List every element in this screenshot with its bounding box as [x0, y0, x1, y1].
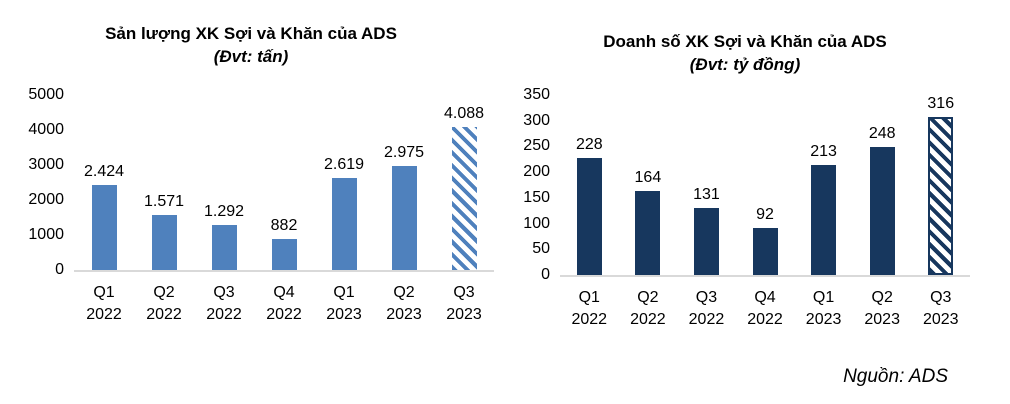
- plot-area: 2.424 1.571 1.292 882 2.619 2.975 4.088: [74, 95, 494, 272]
- x-tick-label: Q3 2022: [688, 289, 725, 328]
- revenue-bar-chart: Doanh số XK Sợi và Khăn của ADS (Đvt: tỷ…: [520, 30, 970, 331]
- y-tick-label: 300: [523, 111, 550, 129]
- bar-column: 92: [736, 95, 795, 275]
- bar-column: 1.571: [134, 95, 194, 270]
- bar-column: 2.619: [314, 95, 374, 270]
- y-tick-label: 200: [523, 163, 550, 181]
- x-tick-label: Q1 2022: [86, 284, 122, 323]
- y-tick-label: 0: [55, 261, 64, 278]
- y-tick-label: 2000: [28, 191, 64, 208]
- production-bar-chart: Sản lượng XK Sợi và Khăn của ADS (Đvt: t…: [8, 22, 494, 326]
- bar-column: 164: [619, 95, 678, 275]
- bar: [271, 239, 297, 270]
- bar: [391, 165, 417, 270]
- chart-title: Doanh số XK Sợi và Khăn của ADS: [603, 32, 887, 51]
- bar-column: 2.424: [74, 95, 134, 270]
- x-axis: Q1 2022 Q2 2022 Q3 2022 Q4 2022 Q1 2023 Q2 2023 Q3 20…: [74, 282, 494, 326]
- bar-hatched: [451, 126, 477, 270]
- bar: [693, 207, 719, 275]
- x-tick-label: Q1 2022: [571, 289, 608, 328]
- bar-column: 248: [853, 95, 912, 275]
- plot-area-wrapper: 0 1000 2000 3000 4000 5000 2.424 1.571 1.292 882…: [8, 87, 494, 278]
- bar-column: 1.292: [194, 95, 254, 270]
- bar-column: 4.088: [434, 95, 494, 270]
- y-axis: 0 50 100 150 200 250 300 350: [520, 87, 560, 283]
- y-tick-label: 0: [541, 266, 550, 283]
- chart-title: Sản lượng XK Sợi và Khăn của ADS: [105, 24, 397, 43]
- y-tick-label: 3000: [28, 156, 64, 173]
- bar: [331, 178, 357, 270]
- bar-value-label: 213: [810, 143, 837, 161]
- bar-column: 316: [911, 95, 970, 275]
- bar: [811, 165, 837, 275]
- bar-value-label: 4.088: [443, 104, 485, 122]
- bar-value-label: 248: [868, 125, 896, 143]
- y-tick-label: 50: [532, 240, 550, 258]
- bar-value-label: 2.619: [323, 156, 365, 174]
- bar-column: 2.975: [374, 95, 434, 270]
- bar-value-label: 131: [693, 185, 720, 203]
- x-tick-label: Q3 2022: [206, 284, 242, 323]
- bar-value-label: 92: [756, 205, 774, 223]
- bar: [635, 190, 661, 275]
- x-tick-label: Q3 2023: [446, 284, 482, 323]
- y-tick-label: 250: [523, 137, 550, 155]
- x-tick-label: Q2 2023: [386, 284, 422, 323]
- bar: [151, 215, 177, 270]
- x-tick-label: Q2 2023: [864, 289, 900, 328]
- bar: [752, 227, 778, 275]
- x-tick-label: Q1 2023: [805, 289, 842, 328]
- source-note: Nguồn: ADS: [843, 366, 948, 387]
- x-axis: Q1 2022 Q2 2022 Q3 2022 Q4 2022 Q1 2023 Q2 2023 Q3 20…: [560, 287, 970, 331]
- x-tick-label: Q4 2022: [747, 289, 783, 328]
- bar-value-label: 228: [575, 135, 603, 153]
- y-tick-label: 1000: [28, 226, 64, 243]
- bar-column: 228: [560, 95, 619, 275]
- bar-value-label: 1.292: [203, 202, 245, 220]
- bar-column: 882: [254, 95, 314, 270]
- plot-area-wrapper: 0 50 100 150 200 250 300 350 228 164 131 92 213 248 3…: [520, 87, 970, 283]
- y-tick-label: 150: [523, 188, 550, 206]
- bar-value-label: 1.571: [143, 193, 185, 211]
- bar: [576, 157, 602, 275]
- bar-column: 131: [677, 95, 736, 275]
- plot-area: 228 164 131 92 213 248 316: [560, 95, 970, 277]
- bar: [211, 224, 237, 270]
- bar-value-label: 2.424: [83, 163, 125, 181]
- bar: [869, 147, 895, 275]
- bar-hatched: [928, 117, 954, 275]
- bar-column: 213: [794, 95, 853, 275]
- y-tick-label: 5000: [28, 86, 64, 103]
- chart-subtitle: (Đvt: tỷ đồng): [689, 55, 801, 74]
- x-tick-label: Q2 2022: [630, 289, 666, 328]
- y-axis: 0 1000 2000 3000 4000 5000: [8, 87, 74, 278]
- y-tick-label: 350: [523, 86, 550, 103]
- x-tick-label: Q2 2022: [146, 284, 182, 323]
- y-tick-label: 4000: [28, 121, 64, 138]
- y-tick-label: 100: [523, 214, 550, 232]
- bar-value-label: 2.975: [383, 143, 425, 161]
- bar-value-label: 316: [927, 95, 955, 112]
- bar-value-label: 882: [270, 217, 298, 235]
- bar: [91, 185, 117, 270]
- x-tick-label: Q3 2023: [922, 289, 959, 328]
- x-tick-label: Q1 2023: [326, 284, 362, 323]
- x-tick-label: Q4 2022: [266, 284, 302, 323]
- chart-subtitle: (Đvt: tấn): [213, 47, 289, 66]
- bar-value-label: 164: [634, 168, 662, 186]
